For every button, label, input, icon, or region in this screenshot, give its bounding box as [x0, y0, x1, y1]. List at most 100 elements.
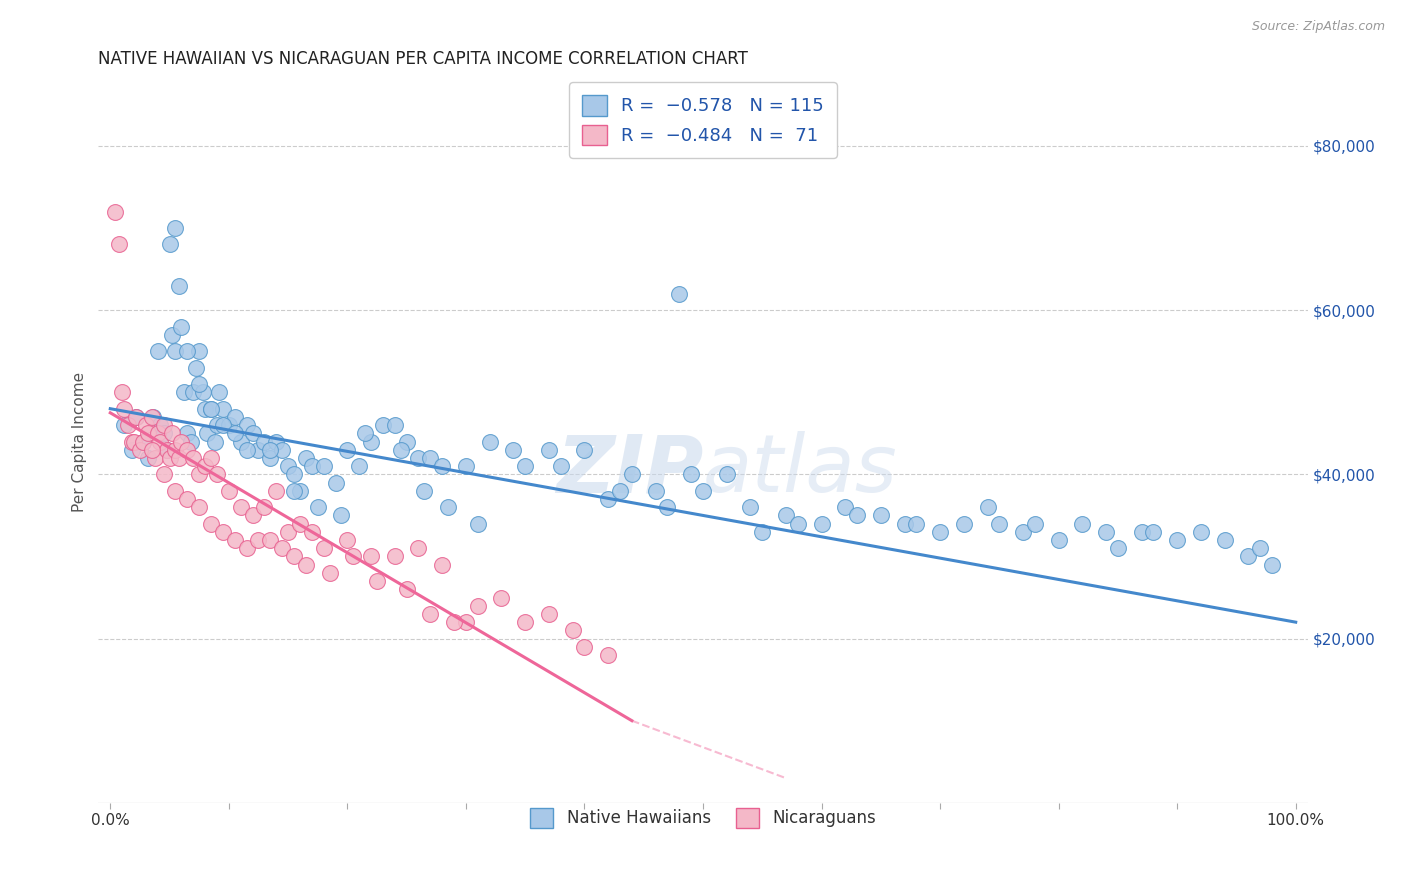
Point	[188, 377, 211, 392]
Point	[330, 508, 353, 523]
Point	[229, 500, 252, 515]
Point	[188, 467, 211, 482]
Point	[561, 624, 583, 638]
Point	[159, 237, 181, 252]
Point	[1142, 524, 1164, 539]
Point	[197, 426, 219, 441]
Point	[181, 385, 204, 400]
Point	[366, 574, 388, 588]
Point	[1249, 541, 1271, 556]
Point	[235, 442, 257, 457]
Point	[283, 467, 305, 482]
Point	[143, 450, 166, 465]
Point	[312, 459, 335, 474]
Point	[212, 401, 235, 416]
Point	[454, 615, 477, 630]
Point	[354, 426, 377, 441]
Point	[135, 418, 157, 433]
Point	[515, 615, 537, 630]
Point	[620, 467, 643, 482]
Point	[224, 409, 246, 424]
Point	[1261, 558, 1284, 572]
Point	[692, 483, 714, 498]
Point	[205, 467, 228, 482]
Point	[152, 467, 174, 482]
Point	[180, 434, 202, 449]
Text: atlas: atlas	[703, 432, 898, 509]
Point	[208, 385, 231, 400]
Point	[122, 434, 145, 449]
Point	[1047, 533, 1070, 547]
Point	[467, 599, 489, 613]
Point	[810, 516, 832, 531]
Point	[194, 459, 217, 474]
Point	[159, 450, 181, 465]
Point	[336, 533, 359, 547]
Point	[218, 418, 240, 433]
Point	[644, 483, 666, 498]
Point	[1095, 524, 1118, 539]
Point	[413, 483, 436, 498]
Point	[212, 418, 235, 433]
Point	[149, 418, 172, 433]
Point	[1237, 549, 1260, 564]
Point	[247, 442, 270, 457]
Point	[264, 434, 287, 449]
Point	[253, 434, 276, 449]
Point	[121, 434, 143, 449]
Point	[224, 426, 246, 441]
Point	[114, 401, 136, 416]
Point	[550, 459, 572, 474]
Point	[125, 409, 148, 424]
Point	[301, 524, 323, 539]
Point	[136, 450, 159, 465]
Point	[176, 344, 198, 359]
Point	[156, 442, 179, 457]
Point	[160, 426, 183, 441]
Point	[905, 516, 928, 531]
Point	[271, 541, 294, 556]
Point	[277, 459, 299, 474]
Point	[200, 401, 222, 416]
Point	[152, 418, 174, 433]
Point	[574, 640, 596, 654]
Point	[165, 442, 187, 457]
Point	[384, 549, 406, 564]
Point	[259, 533, 281, 547]
Point	[537, 442, 560, 457]
Point	[419, 607, 441, 621]
Point	[668, 286, 690, 301]
Point	[318, 566, 340, 580]
Point	[111, 385, 134, 400]
Point	[165, 344, 187, 359]
Point	[295, 558, 318, 572]
Point	[152, 426, 174, 441]
Point	[170, 434, 193, 449]
Point	[395, 434, 418, 449]
Point	[200, 450, 222, 465]
Point	[188, 500, 211, 515]
Point	[242, 426, 264, 441]
Point	[117, 418, 139, 433]
Point	[598, 648, 620, 662]
Point	[846, 508, 869, 523]
Point	[235, 418, 257, 433]
Point	[200, 401, 222, 416]
Point	[342, 549, 364, 564]
Point	[247, 533, 270, 547]
Point	[437, 500, 460, 515]
Text: Source: ZipAtlas.com: Source: ZipAtlas.com	[1251, 20, 1385, 33]
Point	[165, 221, 187, 235]
Point	[167, 278, 190, 293]
Point	[141, 409, 163, 424]
Point	[681, 467, 703, 482]
Point	[574, 442, 596, 457]
Legend: Native Hawaiians, Nicaraguans: Native Hawaiians, Nicaraguans	[523, 802, 883, 834]
Point	[301, 459, 323, 474]
Point	[235, 541, 257, 556]
Point	[188, 344, 211, 359]
Point	[229, 434, 252, 449]
Point	[242, 508, 264, 523]
Point	[142, 409, 165, 424]
Point	[1166, 533, 1188, 547]
